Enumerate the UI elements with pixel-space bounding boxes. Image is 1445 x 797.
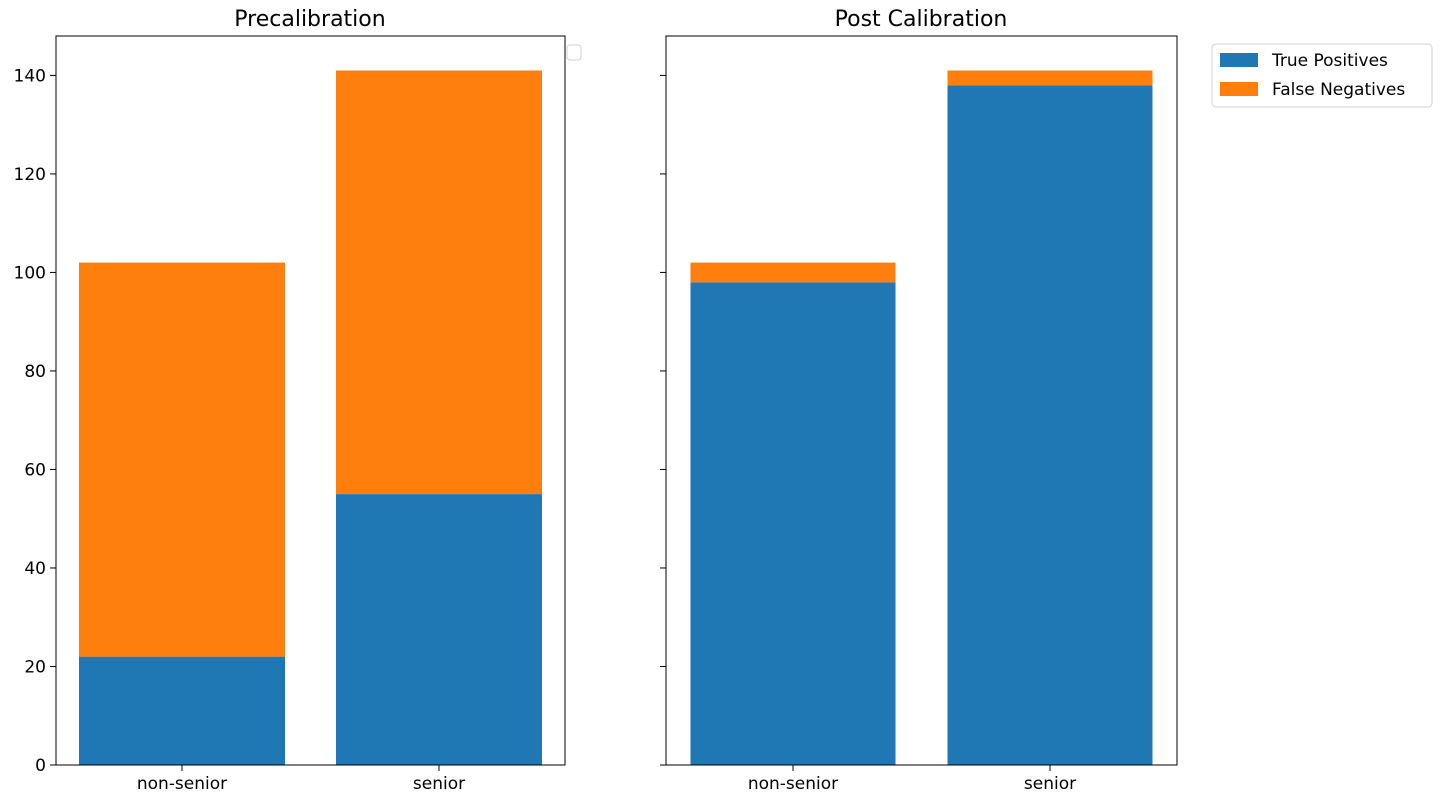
legend-label-true-positives: True Positives xyxy=(1271,51,1388,71)
bar-non-senior-true-positives xyxy=(79,656,285,765)
y-tick-label: 120 xyxy=(14,165,46,185)
x-tick-label: non-senior xyxy=(137,774,227,794)
x-tick-label: non-senior xyxy=(748,774,838,794)
bar-senior-true-positives xyxy=(947,85,1153,765)
bar-senior-false-negatives xyxy=(947,70,1153,86)
legend-swatch-true-positives xyxy=(1220,53,1258,67)
y-tick-label: 100 xyxy=(14,263,46,283)
bar-non-senior-false-negatives xyxy=(79,262,285,657)
legend: True Positives False Negatives xyxy=(1211,43,1433,108)
bars-group xyxy=(79,70,542,765)
bar-non-senior-false-negatives xyxy=(690,262,896,283)
legend-swatch-false-negatives xyxy=(1220,82,1258,96)
y-tick-label: 80 xyxy=(24,362,46,382)
chart-title: Post Calibration xyxy=(835,7,1008,32)
chart-panel-post-calibration: Post Calibration non-senior senior xyxy=(660,7,1178,794)
x-axis-ticks: non-senior senior xyxy=(748,765,1076,794)
y-tick-label: 60 xyxy=(24,460,46,480)
x-axis-ticks: non-senior senior xyxy=(137,765,465,794)
y-tick-label: 0 xyxy=(35,756,46,776)
legend-frame xyxy=(1211,43,1433,108)
empty-legend-box xyxy=(566,44,582,61)
y-tick-label: 140 xyxy=(14,66,46,86)
y-axis-ticks xyxy=(660,74,666,766)
chart-panel-precalibration: Precalibration 0 20 40 60 80 100 120 140 non-se… xyxy=(14,7,582,794)
y-axis-ticks: 0 20 40 60 80 100 120 140 xyxy=(14,66,56,776)
x-tick-label: senior xyxy=(1024,774,1076,794)
y-tick-label: 40 xyxy=(24,559,46,579)
legend-label-false-negatives: False Negatives xyxy=(1272,80,1405,100)
bars-group xyxy=(690,70,1153,765)
bar-non-senior-true-positives xyxy=(690,282,896,765)
x-tick-label: senior xyxy=(413,774,465,794)
bar-senior-false-negatives xyxy=(336,70,542,495)
chart-title: Precalibration xyxy=(234,7,385,32)
axes-frame xyxy=(55,35,566,766)
axes-frame xyxy=(665,35,1178,766)
y-tick-label: 20 xyxy=(24,657,46,677)
bar-senior-true-positives xyxy=(336,494,542,765)
